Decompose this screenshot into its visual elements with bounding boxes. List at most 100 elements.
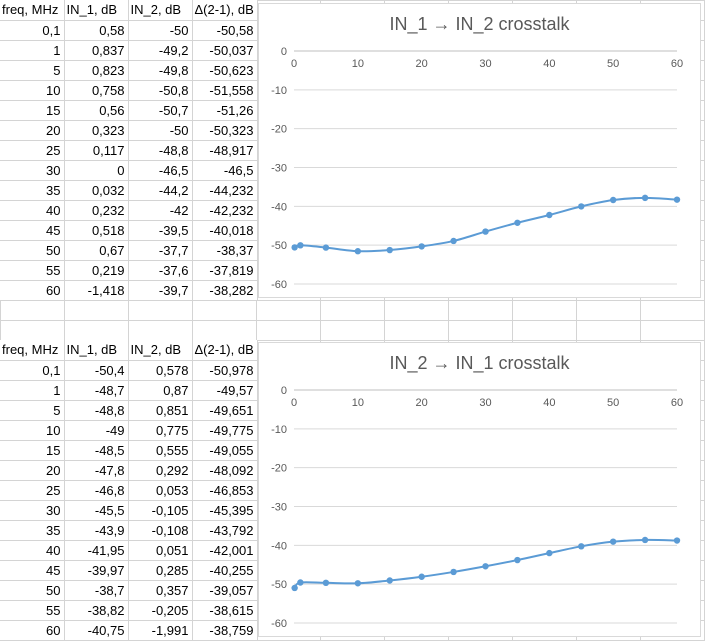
table-cell[interactable]: -0,105 xyxy=(128,500,193,521)
table-cell[interactable]: -50,978 xyxy=(192,360,258,381)
table-cell[interactable]: -50 xyxy=(128,20,193,41)
table-cell[interactable]: -40,018 xyxy=(192,220,258,241)
table-cell[interactable]: -44,2 xyxy=(128,180,193,201)
table-cell[interactable]: -51,26 xyxy=(192,100,258,121)
table-cell[interactable]: -43,792 xyxy=(192,520,258,541)
table-cell[interactable]: -50,323 xyxy=(192,120,258,141)
table-cell[interactable]: 0,758 xyxy=(64,80,129,101)
table-cell[interactable]: -50,7 xyxy=(128,100,193,121)
header-cell[interactable]: IN_2, dB xyxy=(128,340,193,361)
table-cell[interactable]: -42,001 xyxy=(192,540,258,561)
header-cell[interactable]: Δ(2-1), dB xyxy=(192,340,258,361)
header-cell[interactable]: freq, MHz xyxy=(0,0,65,21)
table-cell[interactable]: 0,285 xyxy=(128,560,193,581)
table-cell[interactable]: -50,4 xyxy=(64,360,129,381)
table-cell[interactable]: 35 xyxy=(0,520,65,541)
table-cell[interactable]: -48,8 xyxy=(64,400,129,421)
table-cell[interactable]: -41,95 xyxy=(64,540,129,561)
table-cell[interactable]: 0,58 xyxy=(64,20,129,41)
header-cell[interactable]: IN_1, dB xyxy=(64,0,129,21)
table-cell[interactable]: 20 xyxy=(0,460,65,481)
table-cell[interactable]: 40 xyxy=(0,540,65,561)
table-cell[interactable]: -38,37 xyxy=(192,240,258,261)
table-cell[interactable]: -49,651 xyxy=(192,400,258,421)
table-cell[interactable]: 40 xyxy=(0,200,65,221)
table-cell[interactable]: 25 xyxy=(0,140,65,161)
chart-in1-to-in2[interactable]: IN_1 → IN_2 crosstalk 0 -10 -20 -30 -40 -50 -6… xyxy=(258,3,701,298)
table-cell[interactable]: -1,418 xyxy=(64,280,129,301)
table-cell[interactable]: 5 xyxy=(0,400,65,421)
table-cell[interactable]: 0,837 xyxy=(64,40,129,61)
table-cell[interactable]: -42 xyxy=(128,200,193,221)
table-cell[interactable]: 60 xyxy=(0,280,65,301)
table-cell[interactable]: -46,5 xyxy=(128,160,193,181)
table-cell[interactable]: 0,87 xyxy=(128,380,193,401)
table-cell[interactable]: 5 xyxy=(0,60,65,81)
table-cell[interactable]: 0,67 xyxy=(64,240,129,261)
table-cell[interactable]: -46,5 xyxy=(192,160,258,181)
table-cell[interactable]: -48,917 xyxy=(192,140,258,161)
table-cell[interactable]: -45,395 xyxy=(192,500,258,521)
table-cell[interactable]: -49 xyxy=(64,420,129,441)
table-cell[interactable]: -40,255 xyxy=(192,560,258,581)
table-cell[interactable]: -38,82 xyxy=(64,600,129,621)
table-cell[interactable]: -49,57 xyxy=(192,380,258,401)
table-cell[interactable]: 55 xyxy=(0,600,65,621)
table-cell[interactable]: 0,1 xyxy=(0,360,65,381)
table-cell[interactable]: 0,357 xyxy=(128,580,193,601)
table-cell[interactable]: 0,053 xyxy=(128,480,193,501)
table-cell[interactable]: -48,5 xyxy=(64,440,129,461)
table-cell[interactable]: -38,282 xyxy=(192,280,258,301)
table-cell[interactable]: 0,032 xyxy=(64,180,129,201)
table-cell[interactable]: 0,323 xyxy=(64,120,129,141)
table-cell[interactable]: -48,092 xyxy=(192,460,258,481)
table-cell[interactable]: 0,56 xyxy=(64,100,129,121)
table-cell[interactable]: 0,051 xyxy=(128,540,193,561)
table-cell[interactable]: -39,5 xyxy=(128,220,193,241)
table-cell[interactable]: -51,558 xyxy=(192,80,258,101)
table-cell[interactable]: -39,057 xyxy=(192,580,258,601)
header-cell[interactable]: freq, MHz xyxy=(0,340,65,361)
table-cell[interactable]: -49,775 xyxy=(192,420,258,441)
table-cell[interactable]: -48,8 xyxy=(128,140,193,161)
table-cell[interactable]: -38,759 xyxy=(192,620,258,641)
table-cell[interactable]: 10 xyxy=(0,420,65,441)
table-cell[interactable]: -42,232 xyxy=(192,200,258,221)
table-cell[interactable]: -37,6 xyxy=(128,260,193,281)
table-cell[interactable]: 0,117 xyxy=(64,140,129,161)
table-cell[interactable]: 35 xyxy=(0,180,65,201)
table-cell[interactable]: 1 xyxy=(0,380,65,401)
table-cell[interactable]: 15 xyxy=(0,440,65,461)
table-cell[interactable]: -39,97 xyxy=(64,560,129,581)
table-cell[interactable]: -50 xyxy=(128,120,193,141)
table-cell[interactable]: 20 xyxy=(0,120,65,141)
header-cell[interactable]: IN_1, dB xyxy=(64,340,129,361)
table-cell[interactable]: 0 xyxy=(64,160,129,181)
table-cell[interactable]: 45 xyxy=(0,220,65,241)
table-cell[interactable]: 0,292 xyxy=(128,460,193,481)
table-cell[interactable]: 15 xyxy=(0,100,65,121)
table-cell[interactable]: -38,7 xyxy=(64,580,129,601)
table-cell[interactable]: -50,58 xyxy=(192,20,258,41)
chart-in2-to-in1[interactable]: IN_2 → IN_1 crosstalk 0 -10 -20 -30 -40 -50 -6… xyxy=(258,342,701,637)
table-cell[interactable]: -49,2 xyxy=(128,40,193,61)
table-cell[interactable]: -1,991 xyxy=(128,620,193,641)
table-cell[interactable]: 0,1 xyxy=(0,20,65,41)
table-cell[interactable]: -37,819 xyxy=(192,260,258,281)
table-cell[interactable]: -39,7 xyxy=(128,280,193,301)
table-cell[interactable]: 50 xyxy=(0,580,65,601)
table-cell[interactable]: 0,219 xyxy=(64,260,129,281)
table-cell[interactable]: -0,205 xyxy=(128,600,193,621)
header-cell[interactable]: IN_2, dB xyxy=(128,0,193,21)
table-cell[interactable]: -40,75 xyxy=(64,620,129,641)
table-cell[interactable]: 0,555 xyxy=(128,440,193,461)
table-cell[interactable]: 60 xyxy=(0,620,65,641)
table-cell[interactable]: -37,7 xyxy=(128,240,193,261)
table-cell[interactable]: -46,8 xyxy=(64,480,129,501)
table-cell[interactable]: -47,8 xyxy=(64,460,129,481)
table-cell[interactable]: -44,232 xyxy=(192,180,258,201)
table-cell[interactable]: 0,823 xyxy=(64,60,129,81)
table-cell[interactable]: 30 xyxy=(0,160,65,181)
table-cell[interactable]: -50,8 xyxy=(128,80,193,101)
table-cell[interactable]: -50,037 xyxy=(192,40,258,61)
